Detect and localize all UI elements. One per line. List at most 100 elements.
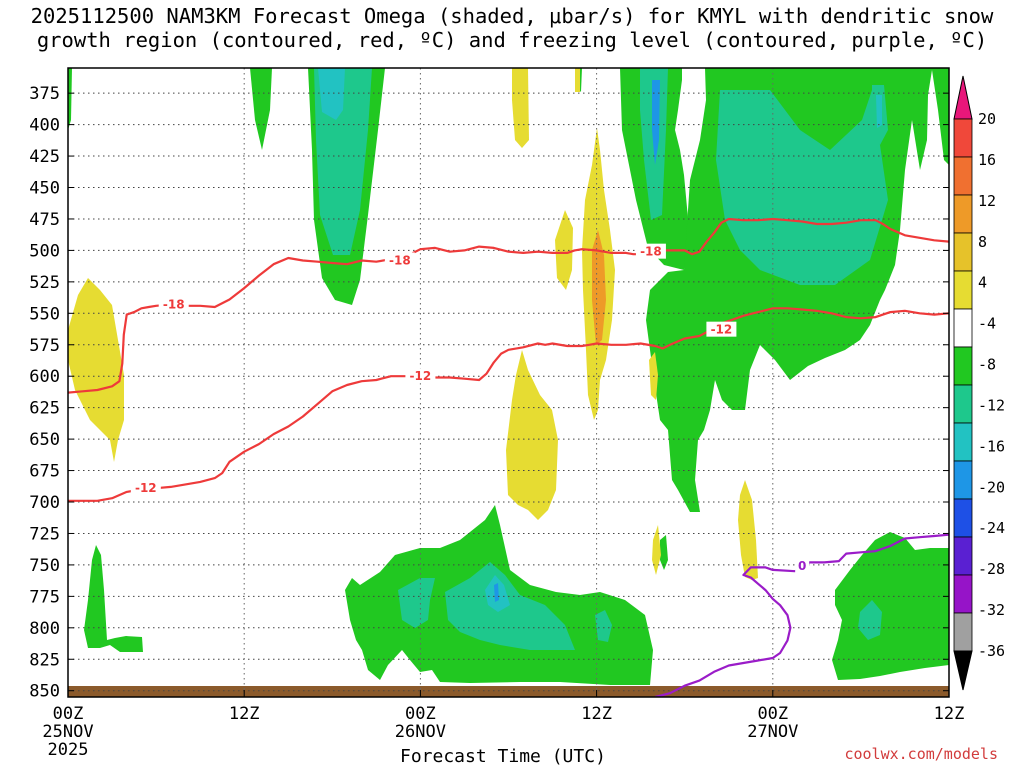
contour-dgz-bottom — [68, 307, 949, 502]
colorbar-bin — [953, 118, 973, 158]
omega-region-green — [68, 68, 72, 130]
contour-label: -18 — [389, 253, 411, 267]
omega-region-yellow — [512, 68, 529, 148]
colorbar-bin — [953, 346, 973, 386]
contour-label: 0 — [798, 559, 806, 573]
omega-region-yellow — [738, 480, 758, 580]
omega-region-teal — [858, 600, 882, 640]
contour-label: -12 — [410, 369, 432, 383]
contour-label-bg — [795, 558, 810, 574]
y-tick-label: 775 — [29, 587, 60, 607]
gridlines — [68, 68, 949, 697]
x-tick-label: 25NOV — [42, 722, 93, 742]
omega-region-teal — [445, 562, 575, 650]
colorbar-bin — [953, 612, 973, 652]
y-tick-label: 550 — [29, 304, 60, 324]
y-tick-label: 625 — [29, 399, 60, 419]
colorbar-label: 8 — [978, 233, 987, 251]
y-tick-label: 575 — [29, 336, 60, 356]
colorbar-label: -36 — [978, 642, 1005, 660]
y-tick-label: 700 — [29, 493, 60, 513]
colorbar-bin — [953, 460, 973, 500]
omega-region-teal — [716, 90, 888, 285]
colorbar-label: -12 — [978, 396, 1005, 414]
contour-label-bg — [384, 252, 415, 268]
y-tick-label: 675 — [29, 462, 60, 482]
x-tick-label: 12Z — [229, 704, 260, 724]
colorbar-top-arrow — [953, 75, 973, 120]
omega-region-teal — [595, 610, 612, 642]
x-tick-label: 26NOV — [395, 722, 446, 742]
y-tick-label: 425 — [29, 147, 60, 167]
x-tick-label: 00Z — [53, 704, 84, 724]
contour-freezing-level — [655, 533, 949, 697]
colorbar-bin — [953, 536, 973, 576]
x-tick-label: 27NOV — [747, 722, 798, 742]
colorbar-bin — [953, 498, 973, 538]
x-tick-label: 12Z — [934, 704, 965, 724]
contour-label: -18 — [163, 298, 185, 312]
omega-region-yellow — [652, 525, 661, 575]
colorbar-bin — [953, 232, 973, 272]
omega-shading — [68, 68, 949, 697]
y-tick-label: 800 — [29, 619, 60, 639]
omega-region-green — [84, 545, 143, 652]
omega-region-cyan — [318, 68, 345, 120]
colorbar-label: -4 — [978, 315, 996, 333]
contour-label: -12 — [135, 481, 157, 495]
omega-region-yellow — [575, 68, 580, 92]
colorbar-bin — [953, 156, 973, 196]
contour-label: -12 — [711, 323, 733, 337]
y-tick-label: 650 — [29, 430, 60, 450]
y-tick-label: 525 — [29, 273, 60, 293]
y-axis: 375 400 425 450 475 500 525 550 575 600 625 650 675 7… — [29, 84, 949, 702]
contour-label: -18 — [640, 245, 662, 259]
colorbar-label: -28 — [978, 560, 1005, 578]
contour-label-bg — [130, 480, 161, 496]
contour-label-bg — [635, 243, 666, 259]
x-axis-label: Forecast Time (UTC) — [400, 746, 606, 767]
colorbar-label: -32 — [978, 601, 1005, 619]
colorbar-bin — [953, 574, 973, 614]
omega-region-cyan — [876, 95, 882, 128]
colorbar-bin — [953, 384, 973, 424]
x-tick-label: 2025 — [48, 740, 89, 760]
omega-region-green — [660, 535, 668, 570]
y-tick-label: 725 — [29, 524, 60, 544]
colorbar-bin — [953, 270, 973, 310]
colorbar-label: -20 — [978, 478, 1005, 496]
x-tick-label: 12Z — [581, 704, 612, 724]
colorbar-label: 4 — [978, 274, 987, 292]
omega-region-blue — [494, 583, 499, 602]
plot-frame — [67, 67, 950, 698]
omega-region-yellow — [68, 278, 124, 462]
title-line-1: 2025112500 NAM3KM Forecast Omega (shaded… — [30, 4, 994, 28]
y-tick-label: 450 — [29, 179, 60, 199]
contour-label-bg — [706, 321, 737, 337]
contour-labels: -18 -18 -18 -12 -12 -12 0 — [130, 243, 810, 574]
colorbar-bottom-arrow — [953, 650, 973, 691]
colorbar-label: 16 — [978, 151, 996, 169]
colorbar-label: -24 — [978, 519, 1005, 537]
y-tick-label: 825 — [29, 650, 60, 670]
title-line-2: growth region (contoured, red, ºC) and f… — [36, 28, 988, 52]
chart-title: 2025112500 NAM3KM Forecast Omega (shaded… — [0, 4, 1024, 52]
colorbar-label: 12 — [978, 192, 996, 210]
colorbar-label: -8 — [978, 356, 996, 374]
colorbar-label: 20 — [978, 110, 996, 128]
colorbar-label: -16 — [978, 437, 1005, 455]
contour-label-bg — [405, 368, 436, 384]
contour-label-bg — [158, 296, 189, 312]
y-tick-label: 750 — [29, 556, 60, 576]
y-tick-label: 475 — [29, 210, 60, 230]
y-tick-label: 500 — [29, 241, 60, 261]
omega-region-blue — [652, 80, 660, 165]
omega-region-yellow — [506, 350, 558, 520]
omega-region-orange — [592, 230, 606, 345]
x-tick-label: 00Z — [757, 704, 788, 724]
colorbar-bin — [953, 194, 973, 234]
y-tick-label: 850 — [29, 682, 60, 702]
colorbar-bin — [953, 422, 973, 462]
